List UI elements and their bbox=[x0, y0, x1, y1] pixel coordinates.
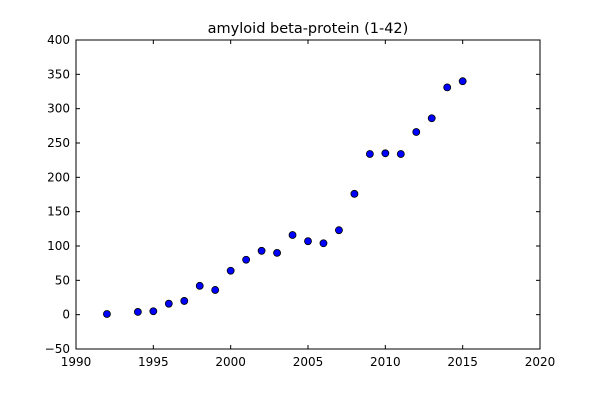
data-point bbox=[396, 150, 405, 158]
x-tick-label: 1990 bbox=[61, 355, 92, 369]
y-tick-label: 100 bbox=[47, 239, 70, 253]
data-point bbox=[133, 308, 142, 316]
data-point bbox=[381, 149, 390, 158]
data-point bbox=[242, 255, 251, 264]
data-point bbox=[180, 297, 189, 305]
y-tick-label: 0 bbox=[62, 308, 70, 322]
data-point bbox=[458, 77, 467, 86]
y-tick-label: 200 bbox=[47, 170, 70, 184]
data-point bbox=[350, 189, 359, 198]
data-point bbox=[164, 299, 173, 308]
x-tick-label: 2020 bbox=[525, 355, 556, 369]
data-point bbox=[226, 266, 235, 275]
data-point bbox=[412, 128, 421, 136]
data-point bbox=[443, 83, 452, 92]
y-tick-label: 150 bbox=[47, 205, 70, 219]
data-point bbox=[195, 281, 204, 290]
data-point bbox=[288, 231, 297, 239]
y-tick-label: 250 bbox=[47, 136, 70, 150]
data-point bbox=[103, 310, 111, 318]
data-points bbox=[103, 77, 467, 318]
x-tick-label: 2010 bbox=[370, 355, 401, 369]
data-point bbox=[211, 286, 220, 294]
x-tick-label: 2000 bbox=[215, 355, 246, 369]
y-tick-label: 300 bbox=[47, 102, 70, 116]
axis-ticks: 1990 1995 2000 2005 2010 2015 2020 −50 0 50 100 150… bbox=[45, 33, 556, 369]
data-point bbox=[427, 114, 436, 123]
chart-title: amyloid beta-protein (1-42) bbox=[208, 21, 409, 37]
data-point bbox=[273, 248, 281, 257]
y-tick-label: −50 bbox=[45, 342, 70, 356]
x-tick-label: 2015 bbox=[447, 355, 478, 369]
plot-area-frame bbox=[75, 39, 541, 350]
x-tick-label: 2005 bbox=[293, 355, 324, 369]
data-point bbox=[365, 150, 374, 158]
y-tick-label: 400 bbox=[47, 33, 70, 47]
data-point bbox=[304, 237, 312, 246]
data-point bbox=[257, 246, 266, 255]
y-tick-label: 50 bbox=[55, 273, 70, 287]
data-point bbox=[319, 239, 328, 248]
data-point bbox=[149, 307, 158, 316]
y-tick-label: 350 bbox=[47, 67, 70, 81]
data-point bbox=[335, 226, 343, 235]
x-tick-label: 1995 bbox=[138, 355, 169, 369]
